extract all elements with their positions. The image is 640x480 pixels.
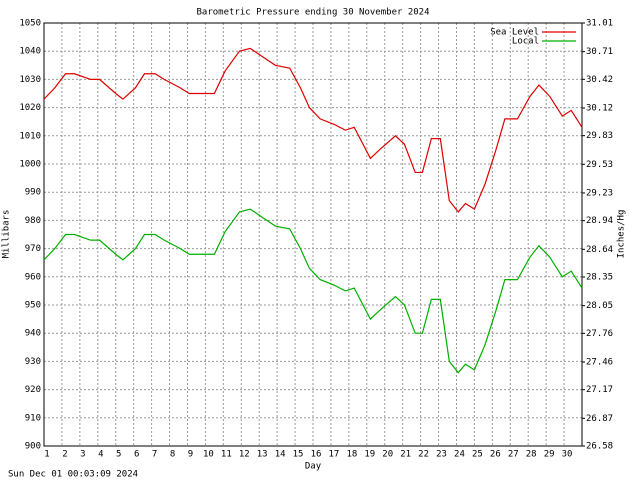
y2-tick-label: 30.71: [586, 47, 613, 57]
y2-tick-label: 27.17: [586, 385, 613, 395]
x-tick-label: 7: [152, 450, 157, 460]
y-tick-label: 1010: [19, 131, 41, 141]
data-line: [43, 47, 583, 213]
x-tick-label: 19: [364, 450, 375, 460]
x-tick-label: 12: [239, 450, 250, 460]
x-tick-label: 5: [116, 450, 121, 460]
y2-tick-label: 27.76: [586, 329, 613, 339]
chart-title: Barometric Pressure ending 30 November 2…: [197, 8, 430, 18]
y-tick-label: 990: [25, 188, 41, 198]
x-tick-label: 10: [203, 450, 214, 460]
y-tick-label: 1000: [19, 160, 41, 170]
x-tick-label: 6: [134, 450, 139, 460]
x-tick-label: 9: [188, 450, 193, 460]
footer: Sun Dec 01 00:03:09 2024: [8, 470, 138, 480]
x-tick-label: 14: [275, 450, 286, 460]
y-tick-label: 980: [25, 216, 41, 226]
x-tick-label: 29: [544, 450, 555, 460]
x-tick-label: 22: [418, 450, 429, 460]
x-tick-label: 27: [508, 450, 519, 460]
x-tick-label: 8: [170, 450, 175, 460]
y2-tick-label: 28.94: [586, 216, 613, 226]
y2-tick-label: 28.35: [586, 272, 613, 282]
data-line: [43, 208, 583, 374]
x-tick-label: 1: [44, 450, 49, 460]
x-tick-label: 28: [526, 450, 537, 460]
x-tick-label: 16: [311, 450, 322, 460]
x-tick-label: 30: [562, 450, 573, 460]
legend-label: Sea Level: [490, 28, 539, 38]
y-tick-label: 950: [25, 301, 41, 311]
x-tick-label: 21: [400, 450, 411, 460]
x-tick-label: 11: [221, 450, 232, 460]
y-tick-label: 900: [25, 442, 41, 452]
legend-label: Local: [512, 37, 539, 47]
y2-tick-label: 30.42: [586, 75, 613, 85]
y-tick-label: 910: [25, 413, 41, 423]
y2-tick-label: 31.01: [586, 19, 613, 29]
y-tick-label: 940: [25, 329, 41, 339]
x-axis-label: Day: [305, 462, 322, 472]
y-tick-label: 960: [25, 272, 41, 282]
y-tick-label: 1040: [19, 47, 41, 57]
x-tick-label: 25: [472, 450, 483, 460]
x-tick-label: 2: [62, 450, 67, 460]
y2-axis-label: Inches/Hg: [617, 210, 627, 259]
y2-tick-label: 29.83: [586, 131, 613, 141]
y-tick-label: 930: [25, 357, 41, 367]
y-axis-label: Millibars: [2, 210, 12, 259]
x-tick-label: 13: [257, 450, 268, 460]
x-tick-label: 23: [436, 450, 447, 460]
x-tick-label: 15: [293, 450, 304, 460]
x-tick-label: 4: [98, 450, 103, 460]
y2-tick-label: 26.58: [586, 442, 613, 452]
y-tick-label: 970: [25, 244, 41, 254]
y-tick-label: 920: [25, 385, 41, 395]
x-tick-label: 20: [382, 450, 393, 460]
y-tick-label: 1050: [19, 19, 41, 29]
y-tick-label: 1020: [19, 103, 41, 113]
y-tick-label: 1030: [19, 75, 41, 85]
y2-tick-label: 30.12: [586, 103, 613, 113]
y2-tick-label: 28.64: [586, 245, 613, 255]
x-tick-label: 24: [454, 450, 465, 460]
x-tick-label: 3: [80, 450, 85, 460]
x-tick-label: 26: [490, 450, 501, 460]
y2-tick-label: 27.46: [586, 357, 613, 367]
x-tick-label: 17: [329, 450, 340, 460]
y2-tick-label: 28.05: [586, 301, 613, 311]
y2-tick-label: 26.87: [586, 414, 613, 424]
x-tick-label: 18: [346, 450, 357, 460]
y2-tick-label: 29.23: [586, 188, 613, 198]
plot-frame: [43, 22, 583, 447]
y2-tick-label: 29.53: [586, 160, 613, 170]
